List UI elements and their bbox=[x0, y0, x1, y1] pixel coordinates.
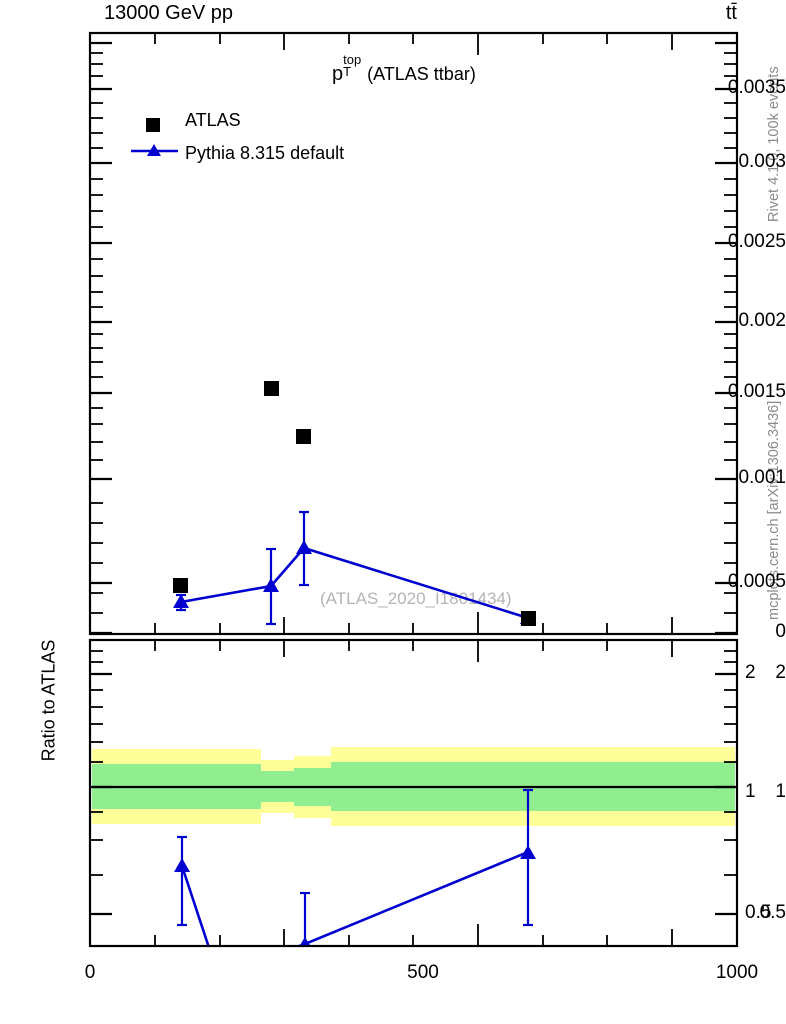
plot-title-subscript: T bbox=[343, 64, 352, 80]
markers-pythia-ratio bbox=[174, 845, 536, 945]
ratio-panel-xticks-top bbox=[154, 640, 673, 662]
main-panel-xticks-bottom bbox=[154, 612, 673, 634]
process-label: tt̄ bbox=[725, 2, 737, 24]
ratio-panel-xticks-bottom bbox=[154, 924, 673, 946]
legend-markers bbox=[131, 118, 178, 156]
legend-marker-pythia bbox=[147, 144, 161, 156]
xtick-label-500: 500 bbox=[407, 962, 439, 983]
markers-pythia-main bbox=[173, 540, 536, 624]
ytick-label-main-1: 0.0005 bbox=[727, 571, 786, 592]
main-panel-yticks-major bbox=[90, 41, 112, 635]
plot-title-suffix: (ATLAS ttbar) bbox=[367, 64, 476, 84]
series-pythia-ratio bbox=[174, 788, 536, 945]
plot-title-variable: p bbox=[332, 63, 344, 85]
main-panel-yticks-major-right bbox=[715, 41, 737, 635]
ytick-label-ratio-2-right: 2 bbox=[745, 662, 756, 683]
series-atlas-main bbox=[173, 381, 536, 626]
ytick-label-ratio-05-right: 0.5 bbox=[745, 902, 772, 923]
main-panel-xticks-top bbox=[154, 33, 673, 55]
ytick-label-main-6: 0.003 bbox=[738, 151, 786, 172]
main-panel-frame bbox=[88, 31, 739, 636]
ytick-label-main-0: 0 bbox=[775, 621, 786, 642]
plot-title: p top T (ATLAS ttbar) bbox=[332, 52, 476, 86]
xtick-label-0: 0 bbox=[84, 962, 96, 983]
plot-title-superscript: top bbox=[343, 51, 362, 67]
ytick-label-main-4: 0.002 bbox=[738, 310, 786, 331]
legend-label-pythia: Pythia 8.315 default bbox=[185, 143, 345, 163]
beam-energy-label: 13000 GeV pp bbox=[104, 2, 233, 24]
ytick-label-ratio-2-left: 2 bbox=[775, 662, 786, 683]
ytick-label-ratio-1-right: 1 bbox=[745, 781, 756, 802]
ytick-label-main-2: 0.001 bbox=[738, 467, 786, 488]
main-panel-yticks-minor bbox=[90, 52, 103, 614]
legend-marker-atlas bbox=[146, 118, 160, 132]
legend-label-atlas: ATLAS bbox=[185, 110, 241, 130]
main-panel-yticks-minor-right bbox=[724, 52, 737, 614]
ratio-panel-yticks-major bbox=[90, 672, 737, 916]
ytick-label-ratio-05-left: 0.5 bbox=[759, 902, 786, 923]
ytick-label-main-5: 0.0025 bbox=[727, 231, 786, 252]
ytick-label-ratio-1-left: 1 bbox=[775, 781, 786, 802]
ratio-panel-yticks-minor bbox=[90, 650, 737, 876]
ytick-label-main-3: 0.0015 bbox=[727, 381, 786, 402]
errorbars-pythia-main bbox=[176, 510, 533, 626]
ytick-label-main-7: 0.0035 bbox=[727, 77, 786, 98]
xtick-label-1000: 1000 bbox=[715, 962, 759, 983]
analysis-id-watermark: (ATLAS_2020_I1801434) bbox=[320, 589, 512, 608]
series-pythia-main bbox=[173, 510, 536, 626]
